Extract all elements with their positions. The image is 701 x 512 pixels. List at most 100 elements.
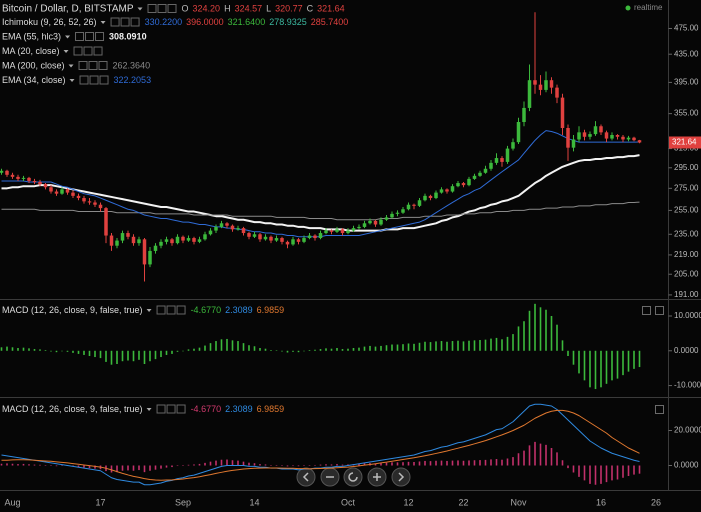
histogram-bar	[556, 324, 558, 351]
legend-button[interactable]	[167, 4, 177, 13]
legend-name: MA (20, close)	[2, 46, 60, 56]
candle-body	[181, 236, 185, 241]
legend-button[interactable]	[75, 32, 85, 41]
histogram-bar	[589, 465, 591, 484]
legend-button[interactable]	[157, 4, 167, 13]
legend-button[interactable]	[166, 305, 176, 315]
y-tick-label: 219.00	[674, 250, 699, 259]
histogram-bar	[600, 465, 602, 484]
candle-body	[104, 208, 108, 236]
histogram-bar	[319, 464, 322, 466]
histogram-bar	[627, 350, 630, 372]
candle-body	[560, 97, 565, 128]
candle-body	[626, 137, 631, 140]
histogram-bar	[490, 338, 492, 351]
histogram-bar	[605, 350, 608, 384]
histogram-bar	[314, 349, 316, 351]
y-tick-label: 10.0000	[674, 311, 701, 320]
histogram-bar	[435, 341, 437, 351]
candle-body	[566, 127, 570, 148]
panel-button[interactable]	[642, 306, 651, 315]
legend-button[interactable]	[73, 46, 83, 56]
candle-body	[126, 233, 130, 237]
candle-body	[258, 234, 262, 240]
histogram-bar	[418, 342, 421, 351]
candle-body	[533, 80, 537, 85]
candle-body	[637, 140, 642, 143]
zoom-in-button[interactable]	[367, 467, 387, 487]
histogram-bar	[242, 343, 245, 351]
zoom-out-button[interactable]	[320, 467, 340, 487]
candle-body	[175, 236, 180, 244]
histogram-bar	[292, 465, 294, 467]
legend-button[interactable]	[120, 17, 130, 27]
legend-value: 285.7400	[311, 17, 349, 27]
candle-body	[379, 219, 383, 225]
legend-button[interactable]	[156, 305, 166, 315]
reset-button[interactable]	[343, 467, 363, 487]
histogram-bar	[176, 350, 179, 352]
histogram-bar	[391, 344, 393, 351]
legend-button[interactable]	[130, 17, 140, 27]
histogram-bar	[385, 345, 388, 351]
histogram-bar	[171, 465, 173, 468]
ohlc-letter: O	[182, 3, 189, 13]
histogram-bar	[396, 462, 399, 466]
scroll-left-button[interactable]	[296, 467, 316, 487]
histogram-bar	[479, 340, 481, 351]
histogram-bar	[132, 350, 135, 362]
legend-button[interactable]	[176, 305, 186, 315]
legend-button[interactable]	[166, 404, 176, 414]
candle-body	[27, 177, 31, 181]
realtime-label: realtime	[634, 3, 663, 12]
histogram-bar	[94, 350, 96, 358]
histogram-bar	[633, 350, 635, 369]
histogram-bar	[325, 464, 327, 466]
candle-body	[0, 170, 4, 173]
y-tick-label: 191.00	[674, 290, 699, 299]
panel-button[interactable]	[655, 306, 664, 315]
legend-button[interactable]	[95, 32, 105, 41]
ohlc-letter: L	[266, 3, 271, 13]
legend-button[interactable]	[88, 61, 98, 70]
candle-body	[588, 134, 592, 137]
legend-button[interactable]	[89, 75, 99, 85]
histogram-bar	[237, 460, 239, 466]
candle-body	[230, 225, 235, 230]
candle-body	[483, 168, 488, 173]
legend-button[interactable]	[156, 404, 166, 414]
legend-button[interactable]	[147, 4, 157, 13]
realtime-dot	[625, 5, 631, 11]
candle-body	[219, 223, 224, 227]
candle-body	[577, 132, 581, 140]
panel-button[interactable]	[655, 405, 664, 414]
histogram-bar	[303, 465, 305, 466]
panel-title: MACD (12, 26, close, 9, false, true)	[2, 404, 143, 414]
legend-button[interactable]	[110, 17, 120, 27]
candle-body	[32, 180, 37, 183]
legend-button[interactable]	[79, 75, 89, 85]
legend-button[interactable]	[99, 75, 109, 85]
candle-body	[406, 204, 411, 210]
legend-name: MA (200, close)	[2, 60, 65, 70]
legend-button[interactable]	[85, 32, 95, 41]
histogram-bar	[253, 346, 256, 351]
legend-value: 396.0000	[186, 17, 224, 27]
histogram-bar	[347, 464, 349, 466]
scroll-right-button[interactable]	[391, 467, 411, 487]
legend-button[interactable]	[98, 61, 108, 70]
candle-body	[164, 239, 169, 242]
histogram-bar	[528, 310, 531, 351]
legend-button[interactable]	[78, 61, 88, 70]
histogram-bar	[160, 350, 162, 358]
legend-button[interactable]	[176, 404, 186, 414]
histogram-bar	[473, 460, 476, 466]
histogram-bar	[50, 465, 52, 466]
candle-body	[516, 121, 521, 143]
histogram-bar	[363, 463, 366, 466]
histogram-bar	[495, 459, 498, 466]
legend-button[interactable]	[83, 46, 93, 56]
histogram-bar	[429, 342, 432, 351]
legend-button[interactable]	[93, 46, 103, 56]
histogram-bar	[28, 464, 30, 466]
